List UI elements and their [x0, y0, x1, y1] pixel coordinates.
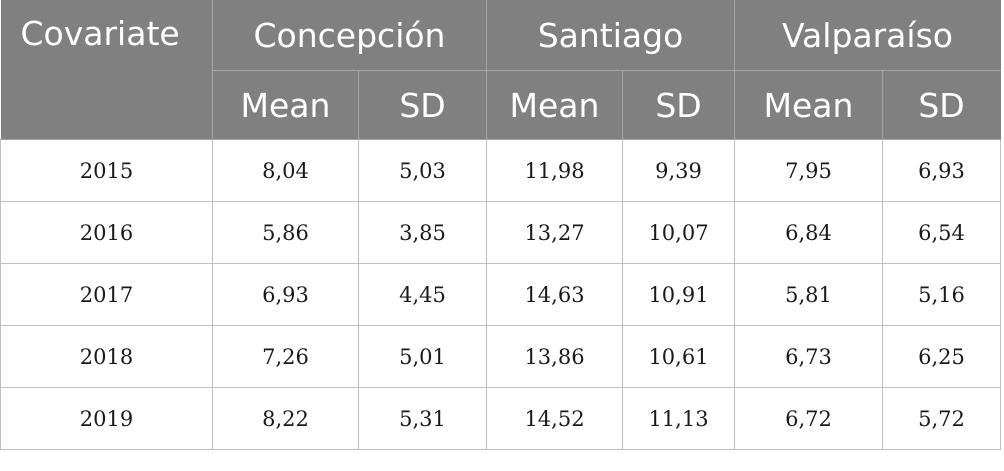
value-cell: 6,72 — [734, 387, 883, 450]
value-cell: 10,07 — [622, 201, 735, 264]
value-cell: 5,86 — [212, 201, 359, 264]
value-cell: 10,61 — [622, 325, 735, 388]
value-cell: 14,52 — [486, 387, 623, 450]
table-row: 2018 7,26 5,01 13,86 10,61 6,73 6,25 — [0, 325, 1002, 388]
header-covariate: Covariate — [0, 0, 213, 140]
header-mean: Mean — [486, 70, 623, 140]
header-group-concepcion: Concepción — [212, 0, 487, 71]
table-body: 2015 8,04 5,03 11,98 9,39 7,95 6,93 2016… — [0, 139, 1002, 450]
value-cell: 6,25 — [881, 325, 1002, 388]
header-group-santiago: Santiago — [486, 0, 735, 71]
value-cell: 14,63 — [486, 263, 623, 326]
value-cell: 13,86 — [486, 325, 623, 388]
year-cell: 2016 — [0, 201, 213, 264]
value-cell: 11,13 — [622, 387, 735, 450]
value-cell: 10,91 — [622, 263, 735, 326]
value-cell: 3,85 — [358, 201, 487, 264]
table-row: 2016 5,86 3,85 13,27 10,07 6,84 6,54 — [0, 201, 1002, 264]
header-row-stats: Mean SD Mean SD Mean SD — [1, 70, 1002, 140]
year-cell: 2015 — [0, 139, 213, 202]
value-cell: 5,01 — [358, 325, 487, 388]
value-cell: 5,72 — [881, 387, 1002, 450]
header-sd: SD — [881, 70, 1002, 140]
table-row: 2017 6,93 4,45 14,63 10,91 5,81 5,16 — [0, 263, 1002, 326]
value-cell: 5,03 — [358, 139, 487, 202]
value-cell: 7,26 — [212, 325, 359, 388]
table-row: 2019 8,22 5,31 14,52 11,13 6,72 5,72 — [0, 387, 1002, 450]
value-cell: 5,31 — [358, 387, 487, 450]
value-cell: 6,93 — [212, 263, 359, 326]
value-cell: 5,16 — [881, 263, 1002, 326]
header-mean: Mean — [734, 70, 883, 140]
value-cell: 9,39 — [622, 139, 735, 202]
value-cell: 8,04 — [212, 139, 359, 202]
header-sd: SD — [622, 70, 735, 140]
value-cell: 6,93 — [881, 139, 1002, 202]
year-cell: 2017 — [0, 263, 213, 326]
value-cell: 5,81 — [734, 263, 883, 326]
year-cell: 2019 — [0, 387, 213, 450]
header-row-groups: Covariate Concepción Santiago Valparaíso — [0, 0, 1002, 140]
value-cell: 4,45 — [358, 263, 487, 326]
header-group-valparaiso: Valparaíso — [733, 0, 1002, 71]
value-cell: 11,98 — [486, 139, 623, 202]
header-sd: SD — [358, 70, 487, 140]
value-cell: 13,27 — [486, 201, 623, 264]
covariate-table: Covariate Concepción Santiago Valparaíso… — [0, 0, 1002, 450]
year-cell: 2018 — [0, 325, 213, 388]
value-cell: 6,73 — [734, 325, 883, 388]
table-header: Covariate Concepción Santiago Valparaíso… — [0, 0, 1002, 140]
header-mean: Mean — [212, 70, 359, 140]
value-cell: 8,22 — [212, 387, 359, 450]
value-cell: 6,84 — [734, 201, 883, 264]
value-cell: 6,54 — [881, 201, 1002, 264]
value-cell: 7,95 — [734, 139, 883, 202]
table-row: 2015 8,04 5,03 11,98 9,39 7,95 6,93 — [0, 139, 1002, 202]
